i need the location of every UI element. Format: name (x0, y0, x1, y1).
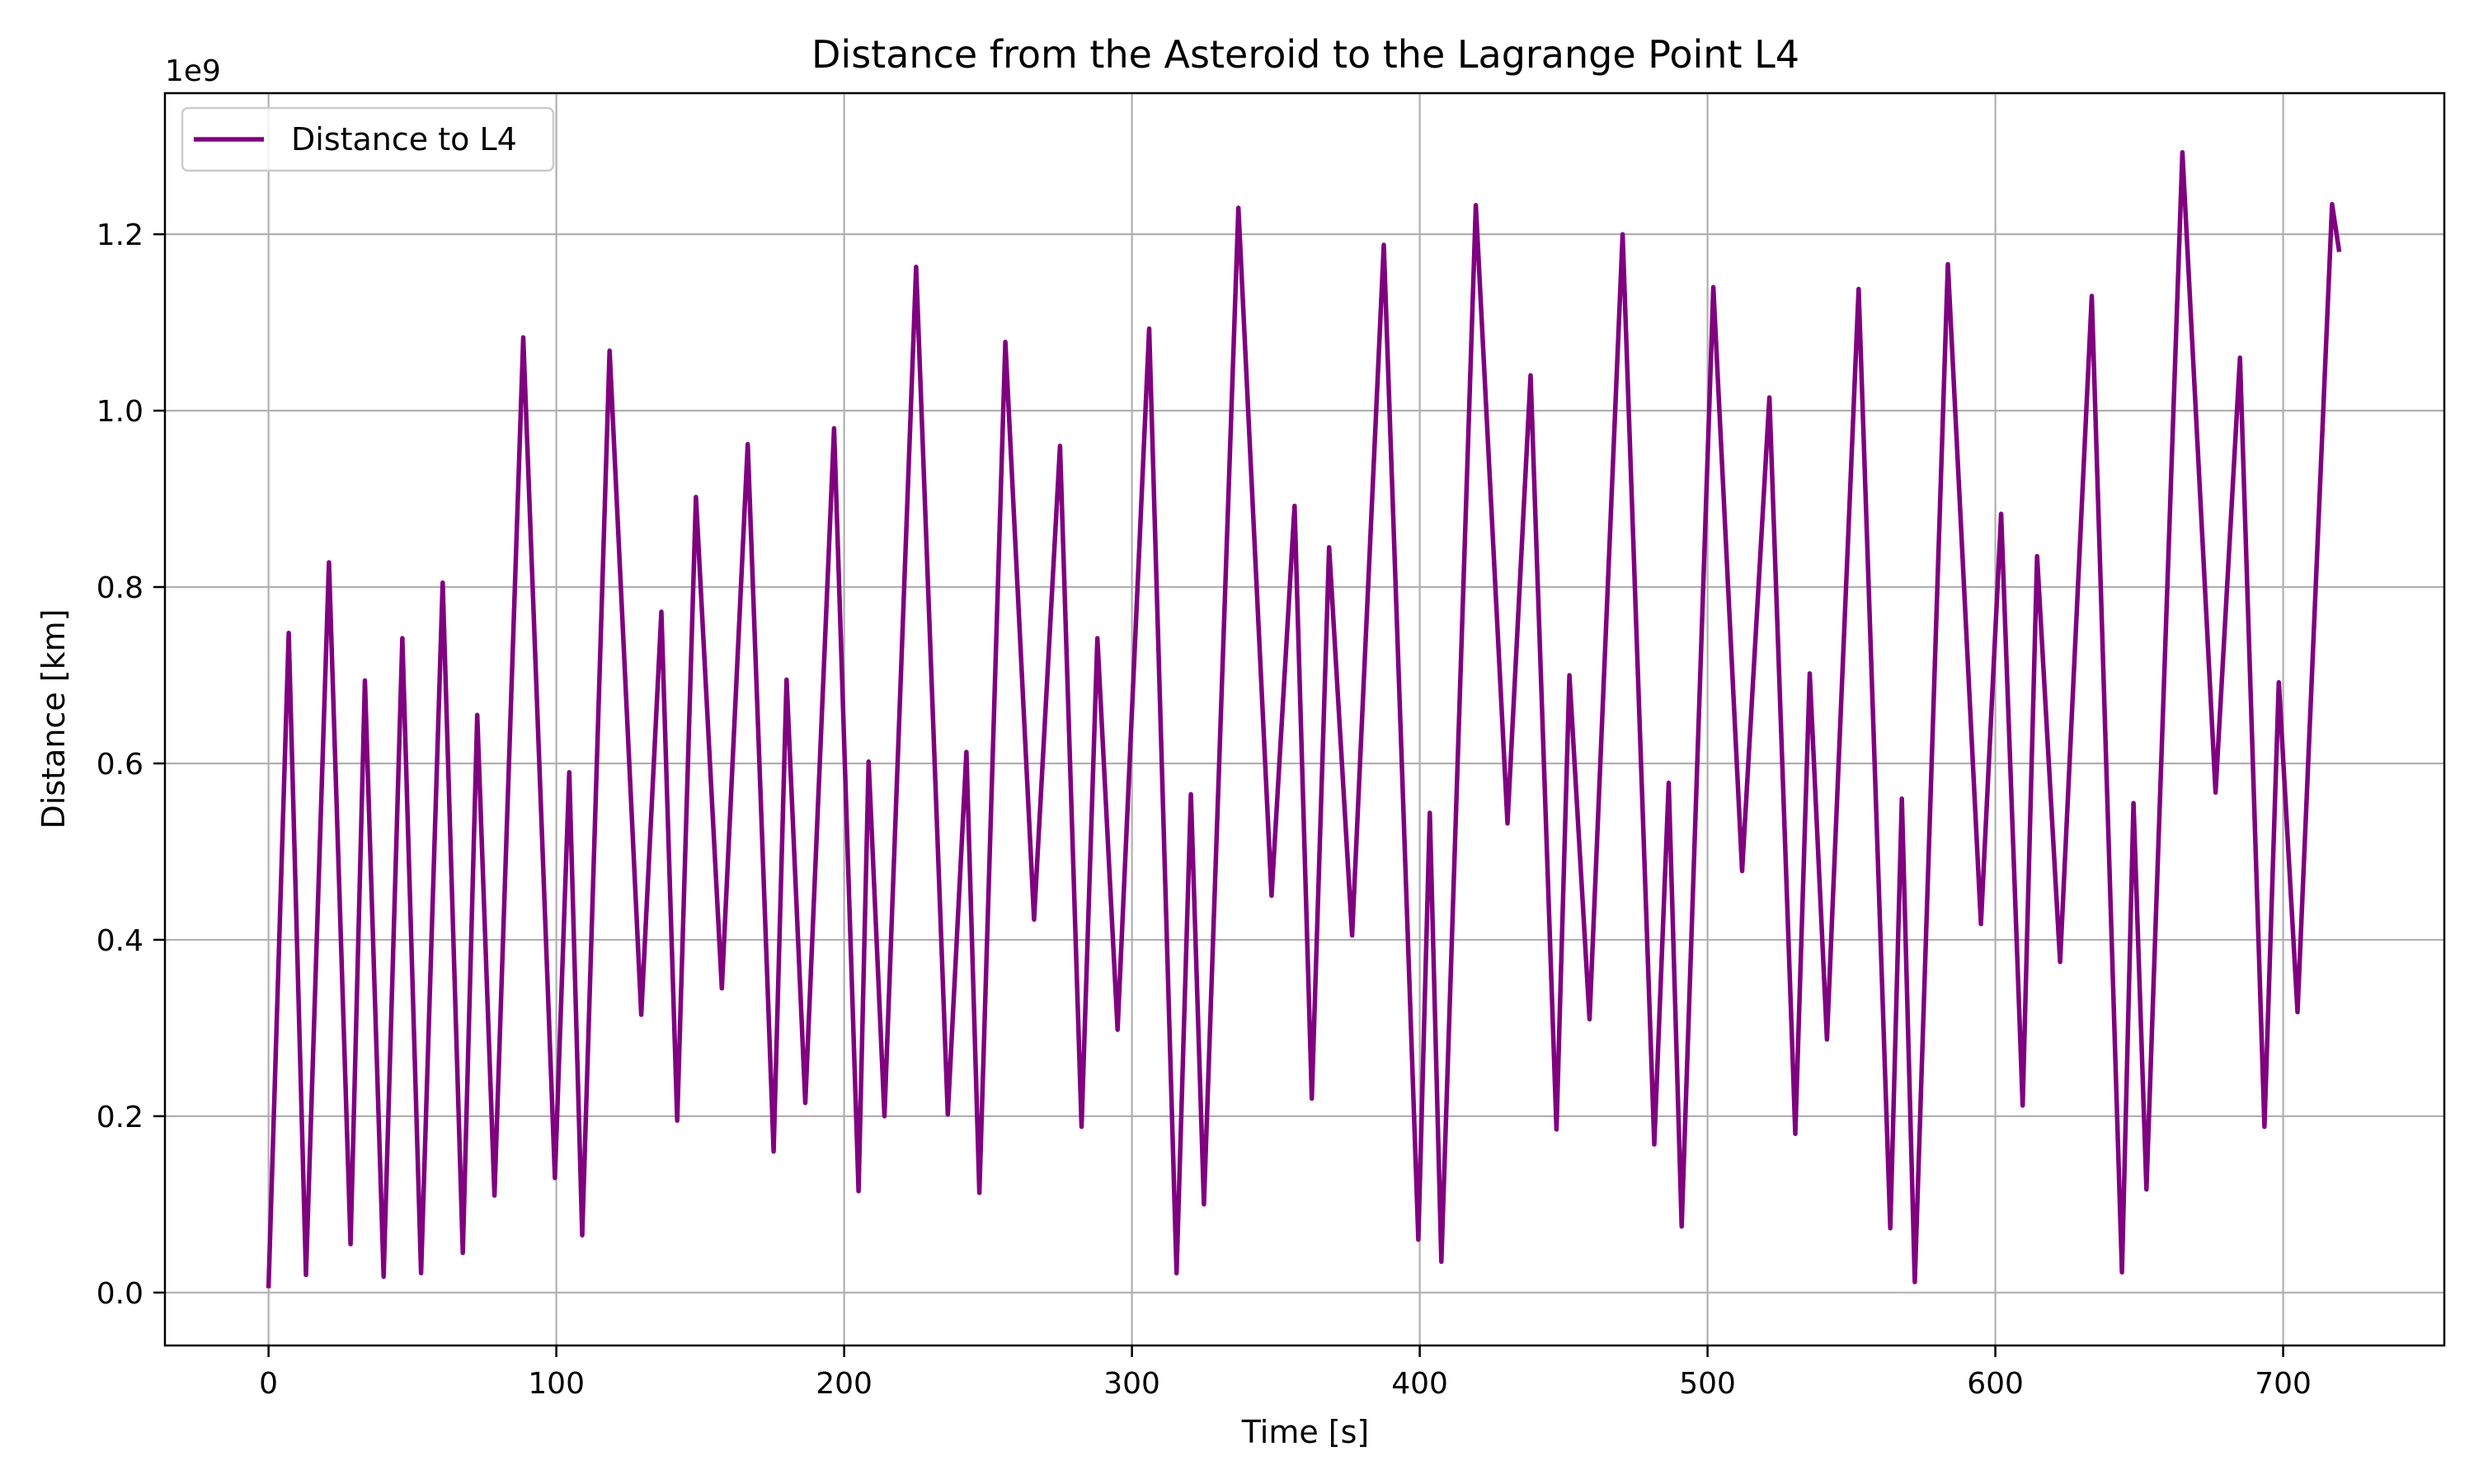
y-tick-label-0: 0.0 (96, 1277, 143, 1311)
x-axis-label: Time [s] (1241, 1414, 1370, 1450)
y-tick-label-4: 0.8 (96, 571, 143, 605)
x-tick-label-6: 600 (1967, 1367, 2024, 1401)
x-tick-label-1: 100 (528, 1367, 585, 1401)
series-line-0 (266, 149, 2342, 1289)
x-tick-label-4: 400 (1391, 1367, 1448, 1401)
x-tick-label-7: 700 (2255, 1367, 2312, 1401)
y-axis-label: Distance [km] (35, 609, 72, 829)
y-offset-label: 1e9 (165, 54, 221, 88)
legend: Distance to L4 (181, 106, 555, 172)
grid-layer (165, 93, 2444, 1345)
legend-series-label: Distance to L4 (291, 121, 517, 157)
x-tick-label-5: 500 (1679, 1367, 1736, 1401)
series-layer (266, 149, 2342, 1289)
y-tick-label-5: 1.0 (96, 395, 143, 429)
y-tick-label-2: 0.4 (96, 924, 143, 958)
x-tick-label-0: 0 (259, 1367, 278, 1401)
ticks-layer: 0 100 200 300 400 500 600 700 0.0 0.2 0.4 0.6 0.8 1.0… (96, 218, 2312, 1401)
y-tick-label-1: 0.2 (96, 1101, 143, 1134)
axes-frame (163, 92, 2446, 1347)
x-tick-label-2: 200 (816, 1367, 872, 1401)
chart-title: Distance from the Asteroid to the Lagran… (811, 32, 1799, 77)
legend-box (181, 106, 555, 172)
y-tick-label-3: 0.6 (96, 748, 143, 782)
x-tick-label-3: 300 (1103, 1367, 1160, 1401)
axes-layer (163, 92, 2446, 1347)
y-tick-label-6: 1.2 (96, 218, 143, 252)
